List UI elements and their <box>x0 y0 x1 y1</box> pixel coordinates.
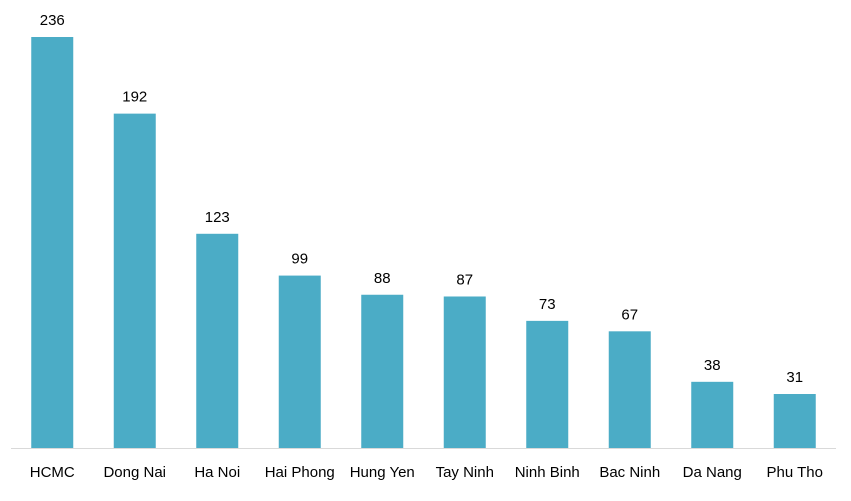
data-label-hai-phong: 99 <box>291 251 308 268</box>
x-tick-label-ha-noi: Ha Noi <box>194 464 240 481</box>
bar-tay-ninh <box>443 296 486 448</box>
data-label-da-nang: 38 <box>704 357 721 374</box>
bar-hcmc <box>31 37 74 448</box>
x-tick-label-hcmc: HCMC <box>30 464 75 481</box>
data-label-ninh-binh: 73 <box>539 296 556 313</box>
data-label-hung-yen: 88 <box>374 270 391 287</box>
bar-hai-phong <box>278 275 321 448</box>
x-tick-label-bac-ninh: Bac Ninh <box>599 464 660 481</box>
x-tick-label-hai-phong: Hai Phong <box>265 464 335 481</box>
bar-ha-noi <box>196 233 239 448</box>
bar-dong-nai <box>113 113 156 448</box>
bars-layer <box>31 37 816 448</box>
bar-phu-tho <box>773 394 816 448</box>
data-label-phu-tho: 31 <box>786 369 803 386</box>
x-tick-label-ninh-binh: Ninh Binh <box>515 464 580 481</box>
x-tick-label-dong-nai: Dong Nai <box>103 464 166 481</box>
bar-bac-ninh <box>608 331 651 448</box>
x-tick-label-hung-yen: Hung Yen <box>350 464 415 481</box>
data-label-hcmc: 236 <box>40 12 65 29</box>
bar-ninh-binh <box>526 320 569 448</box>
data-label-ha-noi: 123 <box>205 209 230 226</box>
data-labels-layer: 236 192 123 99 88 87 73 67 38 31 <box>40 12 803 386</box>
x-tick-labels-layer: HCMC Dong Nai Ha Noi Hai Phong Hung Yen Tay N… <box>30 464 823 481</box>
bar-hung-yen <box>361 294 404 448</box>
data-label-bac-ninh: 67 <box>621 306 638 323</box>
x-tick-label-da-nang: Da Nang <box>683 464 742 481</box>
data-label-tay-ninh: 87 <box>456 271 473 288</box>
data-label-dong-nai: 192 <box>122 89 147 106</box>
bar-da-nang <box>691 381 734 448</box>
x-tick-label-phu-tho: Phu Tho <box>767 464 823 481</box>
x-tick-label-tay-ninh: Tay Ninh <box>436 464 494 481</box>
